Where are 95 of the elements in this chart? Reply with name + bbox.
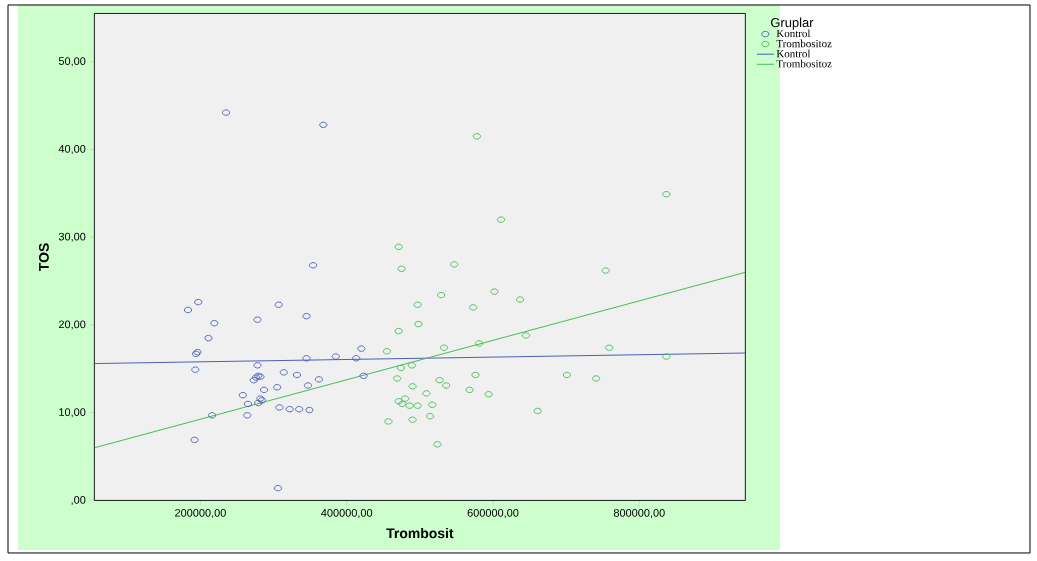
point: [428, 401, 437, 408]
legend-label: Kontrol: [776, 29, 811, 38]
point: [521, 332, 530, 339]
point: [274, 301, 283, 308]
point: [426, 413, 435, 420]
point: [190, 436, 199, 444]
point: [516, 296, 525, 303]
point: [279, 369, 288, 376]
point: [221, 109, 231, 116]
point: [394, 243, 403, 250]
x-axis-title: Trombosit: [386, 527, 454, 539]
point: [469, 304, 478, 311]
point: [302, 313, 311, 320]
point: [413, 402, 422, 409]
point: [305, 406, 314, 414]
point: [408, 383, 417, 390]
legend-label: Trombositoz: [776, 59, 832, 68]
point: [295, 406, 304, 413]
point: [533, 407, 542, 415]
point: [357, 345, 366, 352]
point: [433, 441, 442, 448]
point: [414, 320, 423, 328]
point: [471, 371, 480, 379]
x-tick-label: 200000,00: [175, 508, 226, 519]
x-tick-label: 800000,00: [613, 508, 665, 519]
point: [401, 395, 410, 402]
point: [183, 306, 193, 314]
point: [243, 412, 252, 419]
point: [382, 348, 391, 355]
point: [238, 391, 247, 399]
point: [396, 364, 405, 372]
y-tick-label: 50,00: [58, 57, 86, 67]
point: [472, 133, 481, 140]
point: [314, 376, 323, 383]
point: [422, 390, 431, 397]
x-tick-label: 600000,00: [467, 508, 519, 519]
y-tick-label: 30,00: [58, 232, 86, 242]
point: [251, 374, 261, 381]
y-axis-title: TOS: [38, 243, 49, 271]
point: [243, 400, 253, 408]
point: [662, 191, 671, 198]
point: [208, 412, 217, 419]
legend-label: Trombositoz: [776, 39, 832, 48]
point: [273, 485, 283, 492]
point: [601, 267, 610, 274]
y-tick-label: 40,00: [58, 144, 86, 154]
point: [302, 355, 311, 362]
legend-title: Gruplar: [771, 17, 814, 30]
point: [439, 344, 449, 351]
point: [331, 353, 340, 360]
point: [319, 121, 328, 129]
point: [397, 265, 406, 272]
point: [204, 334, 213, 342]
point: [303, 382, 312, 389]
point: [450, 261, 459, 268]
point: [407, 362, 416, 369]
point: [253, 362, 262, 369]
y-tick-label: 10,00: [59, 408, 86, 418]
point: [359, 372, 368, 379]
point: [191, 366, 200, 373]
point: [405, 402, 414, 409]
point: [273, 384, 282, 391]
point: [275, 404, 284, 411]
point: [253, 316, 262, 323]
point: [475, 340, 484, 347]
point: [309, 262, 318, 269]
point: [394, 327, 403, 335]
point: [562, 371, 571, 379]
point: [408, 416, 417, 423]
y-tick-label: ,00: [71, 495, 86, 505]
point: [497, 216, 506, 223]
point: [398, 400, 407, 408]
point: [465, 386, 474, 394]
point: [254, 399, 263, 407]
point: [210, 320, 219, 327]
point: [285, 406, 294, 413]
point: [605, 344, 614, 351]
point: [384, 418, 393, 425]
point: [393, 375, 402, 382]
point: [662, 353, 671, 360]
legend-label: Kontrol: [776, 49, 811, 58]
point: [260, 386, 269, 394]
point: [413, 301, 422, 308]
point: [490, 288, 499, 295]
point: [435, 377, 444, 384]
point: [394, 398, 403, 405]
point: [352, 355, 361, 362]
point: [484, 391, 493, 398]
point: [194, 298, 203, 306]
point: [437, 291, 446, 299]
y-tick-label: 20,00: [58, 320, 86, 330]
x-tick-label: 400000,00: [321, 508, 373, 519]
point: [592, 375, 601, 382]
point: [442, 382, 451, 389]
point: [292, 371, 302, 379]
